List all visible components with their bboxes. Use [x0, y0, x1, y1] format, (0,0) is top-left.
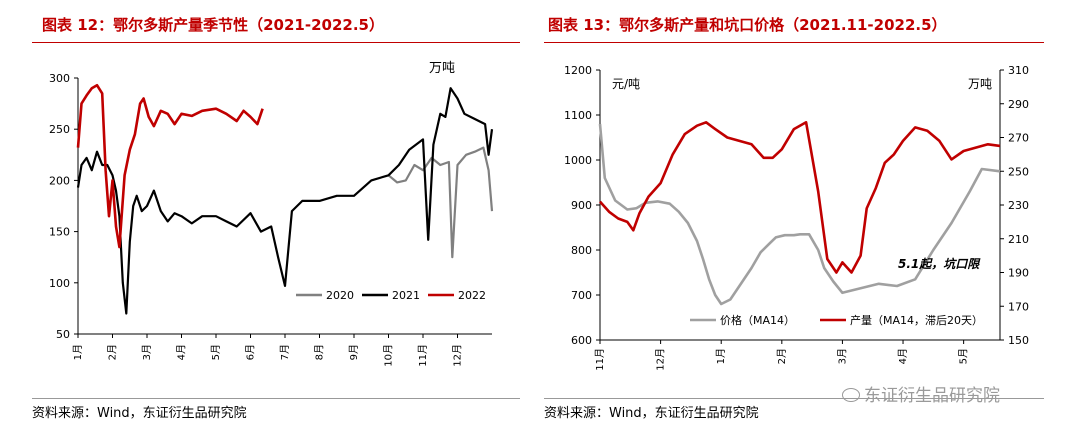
left-tick-label-0: 600 [571, 334, 592, 347]
y-tick-label-2: 150 [49, 226, 70, 239]
series-line-output [599, 121, 1001, 274]
y-tick-label-0: 50 [56, 328, 70, 341]
x-tick-label-0: 11月 [594, 348, 606, 371]
left-tick-label-5: 1100 [564, 109, 592, 122]
watermark-text: 东证衍生品研究院 [864, 386, 1000, 406]
price-output-chart: 600 700 800 900 1000 1100 1200 150 170 190 210 230 2… [564, 64, 1029, 371]
series-line-price [598, 123, 1001, 306]
x-tick-label-11: 12月 [452, 344, 464, 367]
x-tick-label-2: 1月 [715, 348, 727, 364]
right-tick-label-3: 210 [1008, 233, 1029, 246]
wechat-icon [842, 388, 860, 402]
x-tick-label-1: 12月 [655, 348, 667, 371]
right-tick-label-7: 290 [1008, 98, 1029, 111]
y-tick-label-5: 300 [49, 72, 70, 85]
y-tick-label-1: 100 [49, 277, 70, 290]
y-tick-label-4: 250 [49, 123, 70, 136]
left-tick-label-3: 900 [571, 199, 592, 212]
legend-label-2021: 2021 [392, 289, 420, 302]
right-tick-label-2: 190 [1008, 267, 1029, 280]
right-tick-label-6: 270 [1008, 132, 1029, 145]
series-line-2022 [76, 83, 264, 249]
watermark: 东证衍生品研究院 [842, 381, 1000, 406]
x-tick-label-4: 5月 [210, 344, 222, 360]
legend-label-2022: 2022 [458, 289, 486, 302]
y-tick-label-3: 200 [49, 174, 70, 187]
right-tick-label-1: 170 [1008, 300, 1029, 313]
source-note-left: 资料来源：Wind，东证衍生品研究院 [32, 406, 247, 421]
seasonality-chart: 50 100 150 200 250 300 1月 2月 3月 4月 5月 6月 7月 8月 9月 10月 11… [49, 61, 494, 367]
x-tick-label-6: 7月 [279, 344, 291, 360]
left-unit-label: 元/吨 [612, 77, 640, 91]
right-panel: 图表 13：鄂尔多斯产量和坑口价格（2021.11-2022.5） 600 700… [540, 0, 1080, 442]
chart-title-left: 图表 12：鄂尔多斯产量季节性（2021-2022.5） [42, 16, 384, 34]
x-tick-label-2: 3月 [141, 344, 153, 360]
bottom-rule-left [32, 398, 520, 399]
x-tick-label-1: 2月 [107, 344, 119, 360]
left-tick-label-4: 1000 [564, 154, 592, 167]
right-tick-label-5: 250 [1008, 165, 1029, 178]
x-tick-label-0: 1月 [72, 344, 84, 360]
right-tick-label-8: 310 [1008, 64, 1029, 77]
x-tick-label-3: 2月 [776, 348, 788, 364]
left-panel: 图表 12：鄂尔多斯产量季节性（2021-2022.5） 50 100 150 200… [0, 0, 530, 442]
unit-label: 万吨 [429, 61, 455, 76]
x-tick-label-7: 8月 [314, 344, 326, 360]
right-tick-label-0: 150 [1008, 334, 1029, 347]
left-tick-label-2: 800 [571, 244, 592, 257]
x-tick-label-5: 4月 [897, 348, 909, 364]
right-tick-label-4: 230 [1008, 199, 1029, 212]
x-tick-label-4: 3月 [836, 348, 848, 364]
x-tick-label-6: 5月 [958, 348, 970, 364]
series-line-2021 [76, 87, 494, 315]
annotation-text: 5.1起，坑口限 [898, 257, 981, 271]
x-tick-label-5: 6月 [245, 344, 257, 360]
left-tick-label-1: 700 [571, 289, 592, 302]
series-line-2020 [387, 146, 494, 259]
legend-label-2020: 2020 [326, 289, 354, 302]
chart-title-right: 图表 13：鄂尔多斯产量和坑口价格（2021.11-2022.5） [548, 16, 947, 34]
legend-label-price: 价格（MA14） [720, 313, 795, 327]
x-tick-label-8: 9月 [348, 344, 360, 360]
title-rule-left [32, 42, 520, 43]
right-unit-label: 万吨 [968, 77, 992, 91]
x-tick-label-10: 11月 [417, 344, 429, 367]
legend-label-output: 产量（MA14，滞后20天） [850, 313, 983, 327]
source-note-right: 资料来源：Wind，东证衍生品研究院 [544, 406, 759, 421]
bottom-rule-right [544, 398, 1044, 399]
x-tick-label-3: 4月 [176, 344, 188, 360]
title-rule-right [544, 42, 1044, 43]
left-tick-label-6: 1200 [564, 64, 592, 77]
x-tick-label-9: 10月 [383, 344, 395, 367]
